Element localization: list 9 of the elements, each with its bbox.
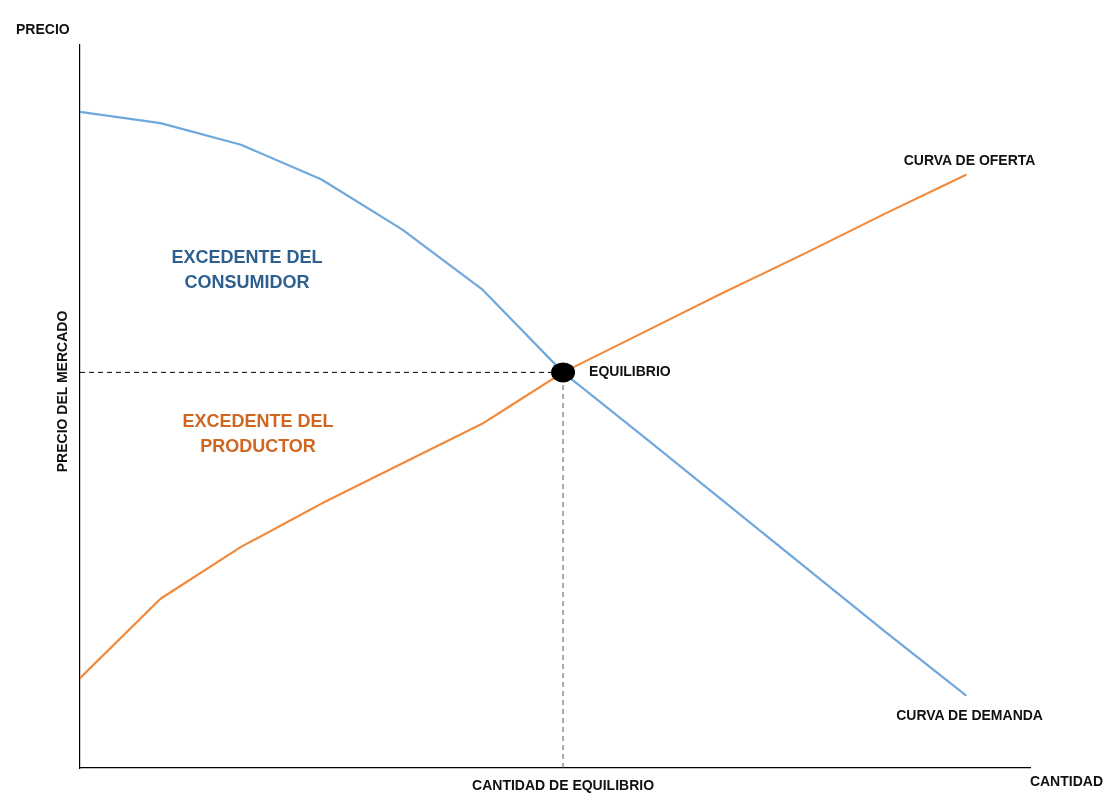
annotation: EXCEDENTE DEL CONSUMIDOR <box>171 246 323 292</box>
x-axis-title: CANTIDAD <box>1029 772 1103 789</box>
text: CANTIDAD DE EQUILIBRIO <box>472 776 655 793</box>
text: PRECIO <box>16 20 70 37</box>
annotation: EXCEDENTE DEL PRODUCTOR <box>182 410 334 456</box>
series-label: CURVA DE DEMANDA <box>896 707 1043 724</box>
annotation: EQUILIBRIO <box>589 363 671 380</box>
y-axis-title: PRECIO DEL MERCADO <box>53 310 70 473</box>
series-label: CURVA DE OFERTA <box>903 151 1036 168</box>
